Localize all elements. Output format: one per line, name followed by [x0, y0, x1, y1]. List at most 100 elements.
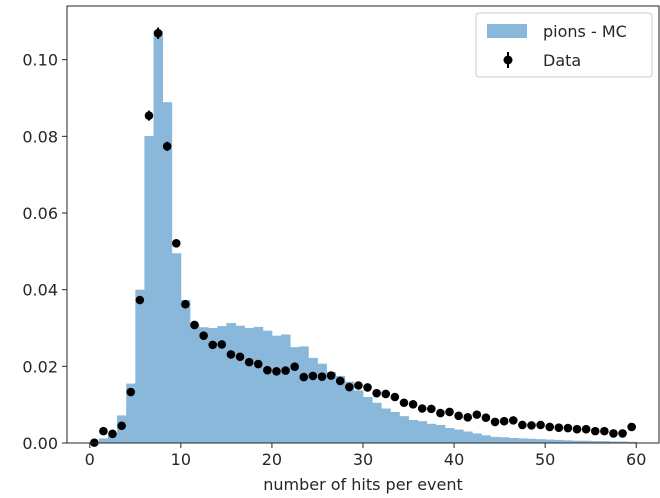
data-point: [227, 350, 236, 359]
data-point: [555, 423, 564, 432]
y-tick-label: 0.06: [22, 204, 58, 223]
data-point: [463, 413, 472, 422]
data-point: [108, 430, 117, 439]
mc-bar: [272, 336, 282, 443]
mc-bar: [336, 376, 346, 443]
mc-bar: [144, 136, 154, 443]
data-point: [500, 417, 509, 426]
data-point: [218, 340, 227, 349]
mc-bar: [226, 323, 236, 443]
data-point: [609, 429, 618, 438]
data-point: [136, 296, 145, 305]
y-tick-label: 0.10: [22, 51, 58, 70]
mc-bar: [281, 335, 291, 443]
y-tick-label: 0.00: [22, 434, 58, 453]
data-point: [254, 360, 263, 369]
mc-bar: [491, 437, 501, 443]
x-tick-label: 60: [626, 450, 646, 469]
mc-bar: [299, 346, 309, 443]
data-point: [527, 421, 536, 430]
data-point: [445, 408, 454, 417]
data-point: [117, 421, 126, 430]
x-axis-label: number of hits per event: [263, 475, 463, 494]
legend-label-data: Data: [543, 51, 581, 70]
data-point: [154, 29, 163, 38]
y-axis: 0.00 0.02 0.04 0.06 0.08 0.10: [22, 51, 67, 453]
data-point: [454, 411, 463, 420]
mc-bar: [472, 433, 482, 443]
data-point: [263, 366, 272, 375]
data-point: [363, 383, 372, 392]
mc-bar: [390, 412, 400, 443]
mc-bar: [372, 403, 382, 443]
mc-bar: [418, 421, 428, 443]
x-tick-label: 50: [535, 450, 555, 469]
legend-label-mc: pions - MC: [543, 22, 627, 41]
mc-bar: [290, 347, 300, 443]
mc-bar: [399, 416, 409, 443]
mc-bar: [235, 326, 245, 443]
y-tick-label: 0.08: [22, 127, 58, 146]
data-point: [582, 425, 591, 434]
y-tick-label: 0.04: [22, 281, 58, 300]
data-point: [391, 393, 400, 402]
mc-bar: [381, 409, 391, 444]
mc-bar: [445, 428, 455, 443]
legend: pions - MC Data: [476, 13, 652, 77]
mc-bar: [518, 438, 528, 443]
legend-marker-data: [504, 56, 513, 65]
data-point: [564, 424, 573, 433]
x-tick-label: 10: [171, 450, 191, 469]
mc-bar: [163, 102, 173, 443]
x-axis: 0 10 20 30 40 50 60: [85, 443, 647, 469]
data-point: [536, 421, 545, 430]
data-point: [245, 358, 254, 367]
mc-bar: [409, 420, 419, 443]
mc-bar: [199, 327, 209, 443]
mc-bar: [354, 390, 364, 443]
data-point: [272, 367, 281, 376]
data-point: [600, 427, 609, 436]
mc-bar: [135, 290, 145, 443]
y-tick-label: 0.02: [22, 357, 58, 376]
mc-bar: [327, 372, 337, 443]
data-point: [618, 429, 627, 438]
mc-bar: [509, 438, 519, 443]
data-point: [591, 427, 600, 436]
mc-bar: [454, 430, 464, 443]
data-point: [327, 371, 336, 380]
data-point: [163, 142, 172, 151]
mc-bar: [463, 432, 473, 444]
data-point: [281, 366, 290, 375]
data-point: [172, 239, 181, 248]
mc-bar: [363, 397, 373, 443]
mc-bar: [154, 31, 164, 443]
data-point: [509, 416, 518, 425]
data-point: [309, 372, 318, 381]
mc-bar: [99, 438, 109, 443]
mc-bar: [436, 425, 446, 443]
mc-bar: [536, 439, 546, 443]
legend-swatch-mc: [487, 24, 527, 38]
x-tick-label: 0: [85, 450, 95, 469]
data-point: [336, 377, 345, 386]
data-point: [473, 410, 482, 419]
data-point: [354, 381, 363, 390]
data-point: [381, 390, 390, 399]
data-point: [427, 405, 436, 414]
data-point: [409, 400, 418, 409]
mc-bar: [527, 439, 537, 443]
data-point: [99, 427, 108, 436]
data-point: [518, 421, 527, 430]
data-point: [627, 423, 636, 432]
mc-bar: [172, 253, 182, 443]
data-point: [345, 383, 354, 392]
data-point: [372, 389, 381, 398]
data-point: [400, 398, 409, 407]
x-tick-label: 30: [353, 450, 373, 469]
data-point: [181, 300, 190, 309]
data-point: [208, 341, 217, 350]
data-point: [491, 418, 500, 427]
mc-bar: [181, 300, 191, 443]
mc-bar: [545, 440, 555, 443]
